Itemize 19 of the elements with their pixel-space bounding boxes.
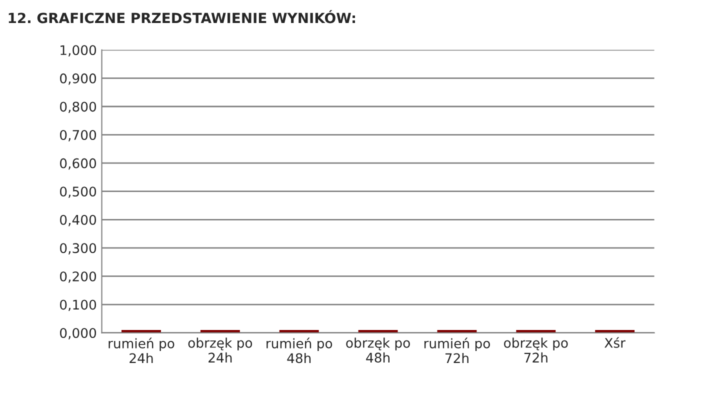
- y-tick-label: 0,700: [60, 130, 96, 142]
- y-tick-label: 1,000: [60, 45, 96, 56]
- y-tick-label: 0,200: [60, 271, 96, 283]
- y-tick-label: 0,900: [60, 73, 96, 85]
- y-tick-label: 0,400: [60, 214, 96, 226]
- x-tick-label: Xśr: [604, 337, 626, 348]
- y-tick-label: 0,000: [60, 328, 96, 340]
- chart-title: 12. GRAFICZNE PRZEDSTAWIENIE WYNIKÓW:: [8, 10, 355, 24]
- x-tick-label: obrzęk po 72h: [504, 338, 568, 362]
- x-tick-label: obrzęk po 48h: [346, 338, 410, 363]
- x-tick-label: rumień po 72h: [424, 338, 490, 363]
- x-tick-label: obrzęk po 24h: [188, 338, 252, 362]
- y-tick-label: 0,100: [60, 300, 96, 312]
- y-tick-label: 0,800: [60, 102, 96, 114]
- y-tick-label: 0,500: [60, 186, 96, 198]
- y-tick-label: 0,600: [60, 158, 96, 170]
- x-tick-label: rumień po 48h: [266, 338, 332, 364]
- y-tick-label: 0,300: [60, 243, 96, 254]
- x-tick-label: rumień po 24h: [108, 338, 174, 363]
